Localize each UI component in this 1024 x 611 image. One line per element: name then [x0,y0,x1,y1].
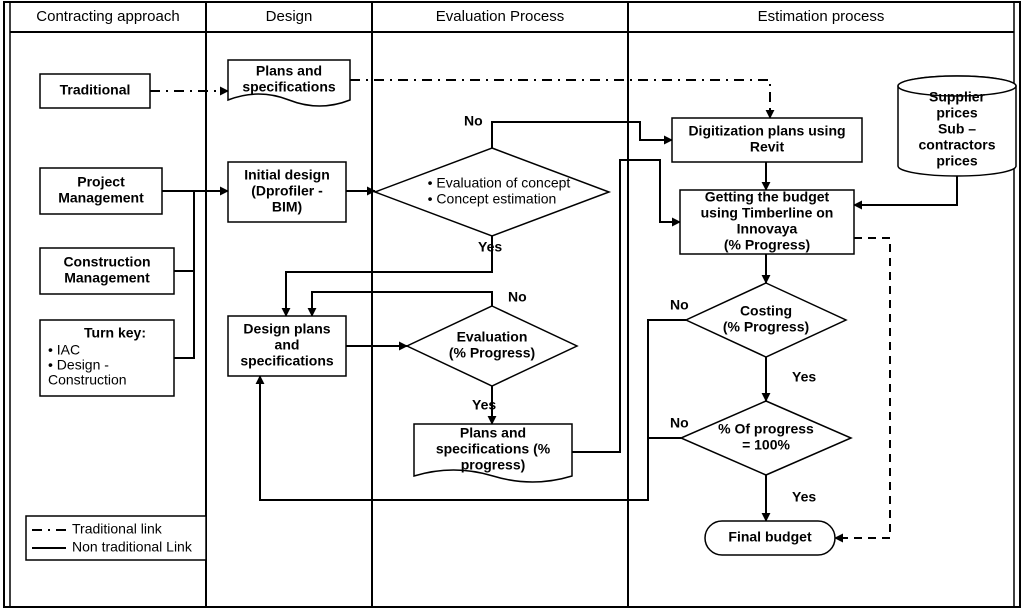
node-turn_key: Turn key:• IAC• Design - Construction [40,320,174,396]
svg-text:BIM): BIM) [272,199,302,215]
svg-text:Revit: Revit [750,139,785,155]
svg-text:Getting the budget: Getting the budget [705,189,830,205]
svg-text:Turn key:: Turn key: [84,325,146,341]
node-traditional: Traditional [40,74,150,108]
svg-text:(% Progress): (% Progress) [723,319,809,335]
edge-plans-to-digit [350,80,770,118]
node-budget: Getting the budgetusing Timberline onInn… [680,189,854,254]
edge-budget-dash-right [835,238,890,538]
node-eval_concept: • Evaluation of concept• Concept estimat… [375,148,609,236]
edge-label-costing-yes-down: Yes [792,369,816,385]
svg-text:Construction: Construction [63,254,150,270]
svg-text:Design plans: Design plans [243,321,330,337]
svg-text:progress): progress) [461,457,526,473]
edge-tk-to-init [174,271,194,358]
svg-text:Final budget: Final budget [728,529,812,545]
node-project_mgmt: ProjectManagement [40,168,162,214]
svg-text:prices: prices [936,105,977,121]
edge-eval-yes-down [286,236,492,316]
column-header-design: Design [266,8,313,25]
column-header-estimation: Estimation process [758,8,885,25]
column-header-evaluation: Evaluation Process [436,8,564,25]
node-supplier: SupplierpricesSub –contractorsprices [898,76,1016,176]
svg-text:• Evaluation of concept: • Evaluation of concept [428,175,571,191]
svg-text:Traditional: Traditional [60,82,131,98]
node-costing: Costing(% Progress) [686,283,846,357]
edge-label-evalp-no-back: No [508,289,527,305]
svg-text:• Design -: • Design - [48,357,109,373]
svg-text:Supplier: Supplier [929,89,986,105]
edge-label-costing-no-back: No [670,297,689,313]
svg-text:Digitization plans using: Digitization plans using [688,123,845,139]
node-eval_progress: Evaluation(% Progress) [407,306,577,386]
edge-label-pct-no-back: No [670,415,689,431]
svg-text:• IAC: • IAC [48,342,80,358]
edge-eval-no-to-digit [492,122,672,148]
svg-text:specifications: specifications [242,79,336,95]
svg-text:% Of progress: % Of progress [718,421,814,437]
edge-label-eval-no-to-digit: No [464,113,483,129]
svg-text:Plans and: Plans and [460,425,526,441]
svg-text:(% Progress): (% Progress) [449,345,535,361]
node-plans_spec_doc: Plans andspecifications [228,60,350,106]
svg-text:Construction: Construction [48,372,127,388]
edge-label-pct-yes-final: Yes [792,489,816,505]
svg-text:Management: Management [58,190,144,206]
svg-text:Evaluation: Evaluation [457,329,528,345]
legend-label-solid: Non traditional Link [72,539,193,555]
column-header-contracting: Contracting approach [36,8,179,25]
svg-text:Sub –: Sub – [938,121,976,137]
node-design_plans: Design plansandspecifications [228,316,346,376]
edge-cm-to-init [174,191,194,271]
nodes: TraditionalProjectManagementConstruction… [40,60,1016,555]
svg-text:contractors: contractors [918,137,995,153]
svg-text:using Timberline on: using Timberline on [701,205,834,221]
svg-text:• Concept estimation: • Concept estimation [428,191,557,207]
edge-label-eval-yes-down: Yes [478,239,502,255]
edge-plansprog-to-budget [572,160,680,452]
node-digitization: Digitization plans usingRevit [672,118,862,162]
node-plans_progress: Plans andspecifications (%progress) [414,424,572,482]
svg-text:specifications: specifications [240,353,334,369]
svg-text:Management: Management [64,270,150,286]
svg-text:Innovaya: Innovaya [737,221,798,237]
legend: Traditional link Non traditional Link [26,516,206,560]
svg-text:(Dprofiler -: (Dprofiler - [251,183,323,199]
svg-text:and: and [275,337,300,353]
edge-label-evalp-yes-down: Yes [472,397,496,413]
edge-evalp-no-back [312,292,492,316]
node-final_budget: Final budget [705,521,835,555]
legend-label-dash: Traditional link [72,521,163,537]
node-initial_design: Initial design(Dprofiler -BIM) [228,162,346,222]
svg-text:(% Progress): (% Progress) [724,237,810,253]
svg-text:= 100%: = 100% [742,437,790,453]
svg-text:Initial design: Initial design [244,167,330,183]
node-pct_progress: % Of progress= 100% [681,401,851,475]
svg-text:specifications (%: specifications (% [436,441,551,457]
svg-text:Costing: Costing [740,303,792,319]
edge-supplier-to-budget [854,176,957,205]
node-construction_mgmt: ConstructionManagement [40,248,174,294]
svg-text:Project: Project [77,174,125,190]
svg-text:prices: prices [936,153,977,169]
svg-text:Plans and: Plans and [256,63,322,79]
